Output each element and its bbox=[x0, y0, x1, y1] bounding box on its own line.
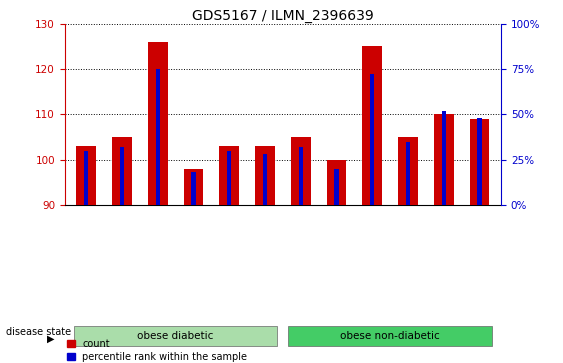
Bar bbox=[263, 154, 267, 205]
Bar bbox=[442, 111, 446, 205]
Legend: count, percentile rank within the sample: count, percentile rank within the sample bbox=[67, 339, 247, 362]
Bar bbox=[477, 118, 482, 205]
Bar bbox=[334, 169, 339, 205]
Bar bbox=[398, 137, 418, 205]
Bar bbox=[227, 151, 231, 205]
Text: ▶: ▶ bbox=[47, 334, 54, 344]
Bar bbox=[327, 160, 346, 205]
Text: disease state: disease state bbox=[6, 327, 71, 337]
Bar bbox=[120, 147, 124, 205]
Bar bbox=[255, 146, 275, 205]
Bar bbox=[155, 69, 160, 205]
Bar bbox=[112, 137, 132, 205]
Bar bbox=[77, 146, 96, 205]
Bar bbox=[148, 42, 168, 205]
Bar bbox=[470, 119, 489, 205]
Bar bbox=[363, 46, 382, 205]
Bar bbox=[84, 151, 88, 205]
Bar bbox=[370, 74, 374, 205]
Bar bbox=[191, 172, 196, 205]
Text: obese diabetic: obese diabetic bbox=[137, 331, 214, 340]
Bar bbox=[184, 169, 203, 205]
Bar bbox=[406, 142, 410, 205]
Text: obese non-diabetic: obese non-diabetic bbox=[340, 331, 440, 340]
Bar bbox=[434, 114, 454, 205]
Title: GDS5167 / ILMN_2396639: GDS5167 / ILMN_2396639 bbox=[192, 9, 374, 23]
Bar bbox=[298, 147, 303, 205]
Bar bbox=[220, 146, 239, 205]
Bar bbox=[291, 137, 311, 205]
